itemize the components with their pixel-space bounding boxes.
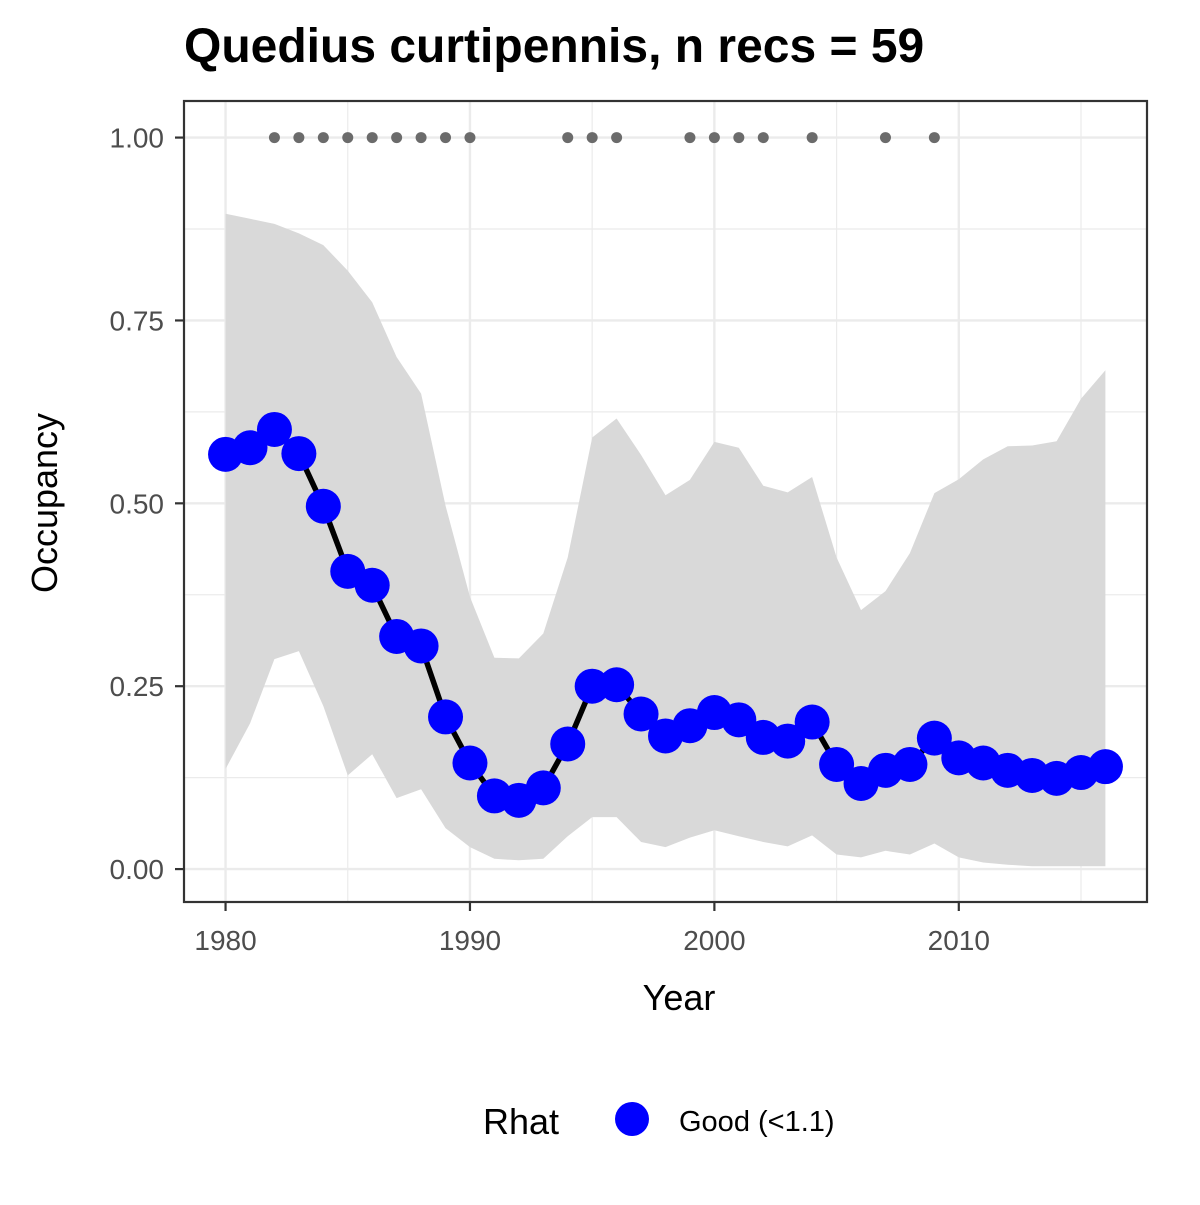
occupancy-point <box>281 436 317 472</box>
occupancy-point <box>916 720 952 756</box>
record-dot <box>708 132 720 144</box>
occupancy-point <box>232 430 268 466</box>
occupancy-point <box>305 488 341 524</box>
record-dot <box>879 132 891 144</box>
x-tick-label: 1990 <box>439 925 501 956</box>
legend: Rhat Good (<1.1) <box>483 1101 835 1142</box>
occupancy-point <box>550 726 586 762</box>
occupancy-points <box>208 411 1123 818</box>
occupancy-point <box>794 704 830 740</box>
legend-label-good: Good (<1.1) <box>679 1106 835 1138</box>
record-dot <box>464 132 476 144</box>
record-dot <box>684 132 696 144</box>
record-dot <box>806 132 818 144</box>
record-dot <box>366 132 378 144</box>
x-axis-title: Year <box>643 977 716 1018</box>
record-dot <box>415 132 427 144</box>
y-tick-label: 0.50 <box>110 488 165 519</box>
occupancy-point <box>892 746 928 782</box>
record-dot <box>928 132 940 144</box>
occupancy-point <box>819 746 855 782</box>
x-tick-label: 2010 <box>928 925 990 956</box>
record-dot <box>391 132 403 144</box>
occupancy-point <box>256 411 292 447</box>
record-dot <box>293 132 305 144</box>
x-tick-label: 1980 <box>194 925 256 956</box>
chart-title: Quedius curtipennis, n recs = 59 <box>184 20 924 73</box>
record-dot <box>317 132 329 144</box>
record-years-dots <box>268 132 940 144</box>
record-dot <box>757 132 769 144</box>
legend-title: Rhat <box>483 1101 559 1142</box>
y-tick-label: 0.75 <box>110 305 165 336</box>
y-tick-label: 0.00 <box>110 854 165 885</box>
record-dot <box>611 132 623 144</box>
occupancy-point <box>1087 749 1123 785</box>
occupancy-point <box>525 770 561 806</box>
occupancy-point <box>428 699 464 735</box>
occupancy-point <box>623 696 659 732</box>
record-dot <box>342 132 354 144</box>
x-tick-label: 2000 <box>683 925 745 956</box>
y-axis-title: Occupancy <box>24 413 65 593</box>
plot-panel-border <box>182 99 1149 904</box>
record-dot <box>586 132 598 144</box>
x-axis: 1980 1990 2000 2010 <box>194 902 990 956</box>
occupancy-point <box>452 745 488 781</box>
y-tick-label: 0.25 <box>110 671 165 702</box>
occupancy-point <box>354 567 390 603</box>
occupancy-point <box>599 667 635 703</box>
record-dot <box>562 132 574 144</box>
y-axis: 0.00 0.25 0.50 0.75 1.00 <box>110 123 184 885</box>
legend-key-good <box>615 1102 649 1136</box>
record-dot <box>733 132 745 144</box>
record-dot <box>268 132 280 144</box>
record-dot <box>440 132 452 144</box>
occupancy-point <box>770 723 806 759</box>
y-tick-label: 1.00 <box>110 123 165 154</box>
occupancy-point <box>403 628 439 664</box>
occupancy-point <box>721 702 757 738</box>
